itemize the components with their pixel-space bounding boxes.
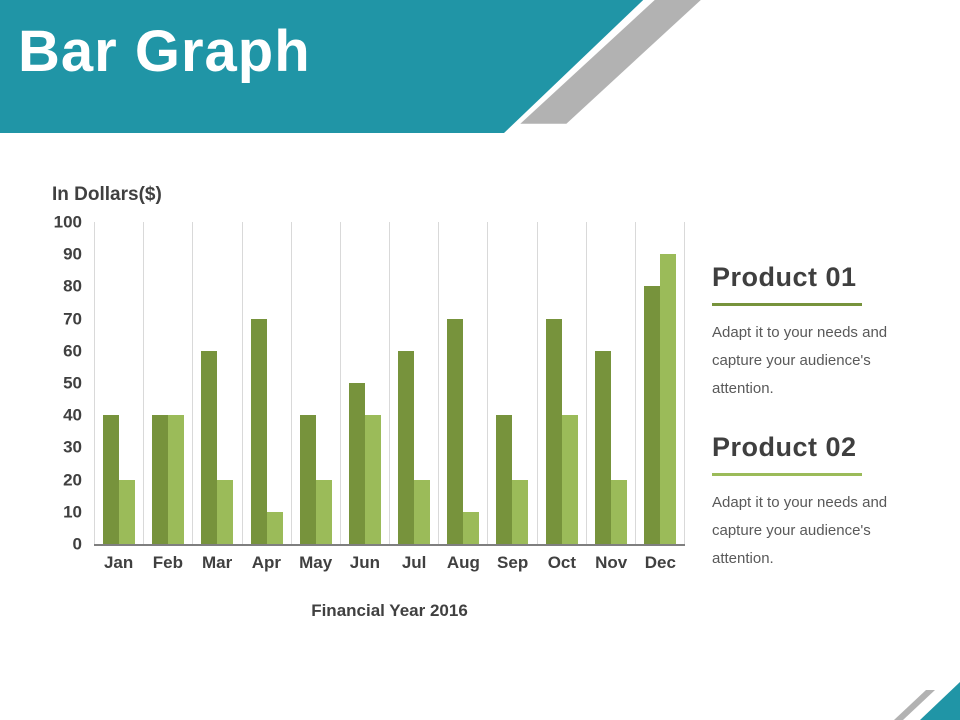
legend-item-title: Product 02 <box>712 432 857 463</box>
bar-group-dec <box>634 222 686 544</box>
legend-item-description: Adapt it to your needs and capture your … <box>712 324 888 397</box>
x-axis-label-mar: Mar <box>202 553 233 572</box>
bar-product-02-nov <box>610 479 627 544</box>
x-axis-label-aug: Aug <box>446 553 480 572</box>
bar-product-02-sep <box>512 479 529 544</box>
y-axis-tick-100: 100 <box>53 212 82 232</box>
x-axis-label-may: May <box>299 553 333 572</box>
corner-teal-triangle <box>920 682 960 720</box>
y-axis-tick-80: 80 <box>63 276 82 296</box>
bar-product-01-jul <box>398 350 415 544</box>
x-axis-label-jun: Jun <box>349 553 380 572</box>
x-axis-label-apr: Apr <box>251 553 282 572</box>
x-axis: Jan Feb Mar Apr May Jun Jul Aug Sep Oct Nov Dec <box>94 553 685 573</box>
bar-product-01-aug <box>447 318 464 544</box>
bar-product-02-dec <box>659 254 676 544</box>
bar-product-02-mar <box>217 479 234 544</box>
corner-decoration <box>894 682 960 720</box>
bar-group-jan <box>94 222 143 544</box>
bar-product-02-aug <box>463 511 480 544</box>
bar-product-01-jan <box>103 415 120 544</box>
y-axis-tick-10: 10 <box>63 502 82 522</box>
bar-product-02-jul <box>414 479 431 544</box>
plot-area <box>94 222 686 546</box>
x-axis-label-feb: Feb <box>152 553 183 572</box>
bar-product-01-sep <box>496 415 513 544</box>
bar-product-02-jun <box>364 415 381 544</box>
legend-panel: Product 01 Adapt it to your needs and ca… <box>712 262 930 603</box>
x-axis-label-nov: Nov <box>595 553 628 572</box>
x-axis-label-dec: Dec <box>644 553 676 572</box>
legend-item-title: Product 01 <box>712 262 857 292</box>
y-axis-tick-40: 40 <box>63 405 82 425</box>
y-axis-tick-90: 90 <box>63 244 82 264</box>
bar-product-01-mar <box>201 350 218 544</box>
bar-product-02-feb <box>168 415 185 544</box>
bar-product-01-feb <box>152 415 169 544</box>
legend-item-underline <box>712 303 862 306</box>
y-axis: 100 90 80 70 60 50 40 30 20 10 0 <box>50 214 94 553</box>
bar-product-01-oct <box>545 318 562 544</box>
bar-group-nov <box>585 222 635 544</box>
legend-item-product-02: Product 02 Adapt it to your needs and ca… <box>712 432 930 572</box>
y-axis-tick-0: 0 <box>72 534 82 554</box>
bar-product-02-oct <box>561 415 578 544</box>
bar-product-01-dec <box>643 286 660 544</box>
corner-gray-stripe <box>894 690 935 720</box>
bar-product-01-may <box>299 415 316 544</box>
bar-group-aug <box>438 222 487 544</box>
legend-item-description: Adapt it to your needs and capture your … <box>712 494 888 567</box>
x-axis-label-jul: Jul <box>401 553 427 572</box>
bar-group-jun <box>339 222 389 544</box>
header-banner: Bar Graph <box>0 0 960 133</box>
slide-title: Bar Graph <box>18 19 311 84</box>
bar-product-01-apr <box>250 318 267 544</box>
bar-group-feb <box>143 222 192 544</box>
x-axis-label-oct: Oct <box>547 553 577 572</box>
x-axis-title: Financial Year 2016 <box>311 601 468 620</box>
bar-chart: In Dollars($) 100 90 80 70 60 50 40 30 20 10 0 Jan… <box>50 184 686 621</box>
bar-product-01-jun <box>348 383 365 544</box>
y-axis-tick-20: 20 <box>63 470 82 490</box>
bar-product-02-jan <box>119 479 136 544</box>
bar-product-01-nov <box>594 350 611 544</box>
y-axis-tick-60: 60 <box>63 341 82 361</box>
chart-title: In Dollars($) <box>52 184 162 205</box>
y-axis-tick-50: 50 <box>63 373 82 393</box>
chart-body: 100 90 80 70 60 50 40 30 20 10 0 <box>50 214 686 553</box>
bar-product-02-apr <box>266 511 283 544</box>
bar-group-may <box>290 222 340 544</box>
bar-group-jul <box>389 222 438 544</box>
bar-group-oct <box>536 222 586 544</box>
y-axis-tick-30: 30 <box>63 437 82 457</box>
bar-group-mar <box>192 222 241 544</box>
x-axis-label-sep: Sep <box>497 553 529 572</box>
legend-item-underline <box>712 473 862 477</box>
x-axis-label-jan: Jan <box>103 553 134 572</box>
bar-product-02-may <box>315 479 332 544</box>
legend-item-product-01: Product 01 Adapt it to your needs and ca… <box>712 262 930 402</box>
bar-group-apr <box>241 222 291 544</box>
y-axis-tick-70: 70 <box>63 309 82 329</box>
bar-group-sep <box>487 222 536 544</box>
